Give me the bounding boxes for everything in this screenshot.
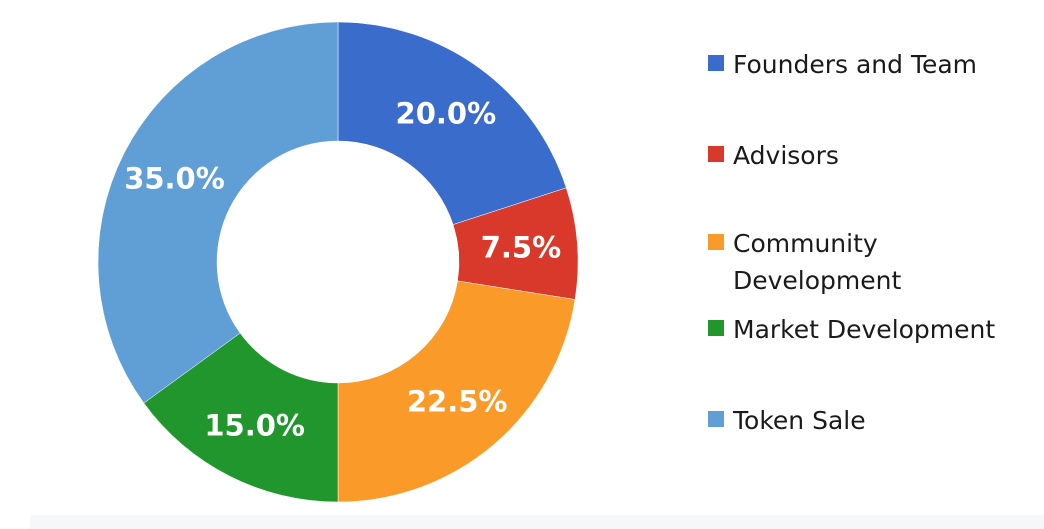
legend-item-advisors: Advisors [708, 141, 1033, 174]
legend-item-token-sale: Token Sale [708, 406, 1033, 439]
legend-label-community-development: Community Development [733, 229, 902, 295]
slice-founders-and-team [337, 21, 567, 225]
donut-slices [97, 21, 579, 503]
legend-swatch-advisors [708, 146, 724, 162]
slice-community-development [337, 280, 576, 503]
slice-label-advisors: 7.5% [481, 231, 561, 265]
slice-market-development [143, 332, 339, 503]
legend-item-market-development: Market Development [708, 315, 1033, 348]
legend-swatch-founders-and-team [708, 55, 724, 71]
legend-label-market-development: Market Development [733, 315, 996, 344]
legend-swatch-community-development [708, 234, 724, 250]
slice-label-founders-and-team: 20.0% [396, 97, 497, 131]
legend-label-token-sale: Token Sale [733, 406, 866, 435]
donut-chart-svg: 20.0% 7.5% 22.5% 15.0% 35.0% [97, 21, 579, 503]
slice-label-community-development: 22.5% [407, 385, 508, 419]
slice-label-token-sale: 35.0% [124, 162, 225, 196]
chart-legend: Founders and Team Advisors Community Dev… [708, 0, 1038, 500]
legend-swatch-token-sale [708, 411, 724, 427]
legend-label-advisors: Advisors [733, 141, 839, 170]
legend-swatch-market-development [708, 320, 724, 336]
legend-label-founders-and-team: Founders and Team [733, 50, 978, 79]
legend-item-founders-and-team: Founders and Team [708, 50, 1033, 83]
bottom-strip [30, 515, 1044, 529]
slice-token-sale [97, 21, 339, 404]
donut-slice-labels: 20.0% 7.5% 22.5% 15.0% 35.0% [124, 97, 561, 443]
legend-item-community-development: Community Development [708, 229, 933, 299]
slice-label-market-development: 15.0% [204, 408, 305, 442]
